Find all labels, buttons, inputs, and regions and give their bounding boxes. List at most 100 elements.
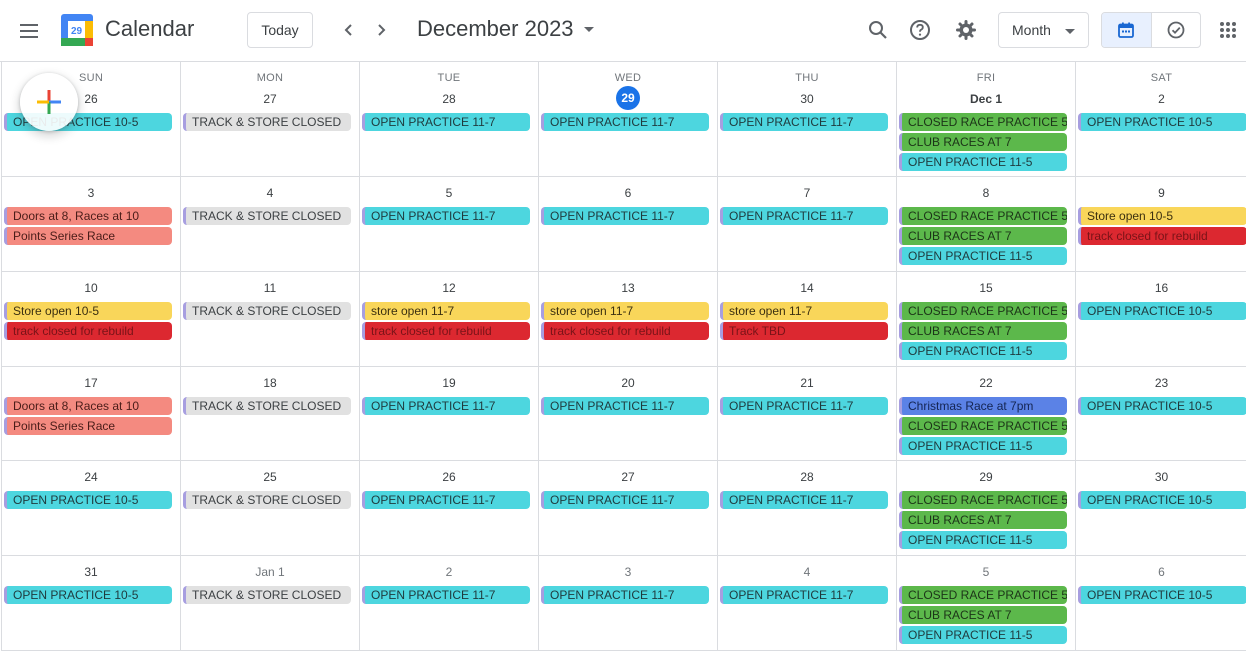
date-number[interactable]: 2 [1158, 92, 1165, 106]
date-number[interactable]: 26 [442, 470, 456, 484]
date-number[interactable]: 3 [624, 565, 632, 579]
day-cell[interactable]: 3 OPEN PRACTICE 11-7 [539, 556, 718, 651]
date-number[interactable]: 13 [621, 281, 635, 295]
day-cell[interactable]: Jan 1 TRACK & STORE CLOSED [181, 556, 360, 651]
google-apps-button[interactable] [1210, 12, 1246, 48]
event-chip[interactable]: TRACK & STORE CLOSED [183, 586, 351, 604]
event-chip[interactable]: store open 11-7 [362, 302, 530, 320]
event-chip[interactable]: TRACK & STORE CLOSED [183, 207, 351, 225]
day-cell[interactable]: WED 29 OPEN PRACTICE 11-7 [539, 62, 718, 177]
date-number[interactable]: 5 [982, 565, 990, 579]
day-cell[interactable]: 26 OPEN PRACTICE 11-7 [360, 461, 539, 556]
event-chip[interactable]: OPEN PRACTICE 11-7 [720, 586, 888, 604]
view-switcher-dropdown[interactable]: Month [998, 12, 1089, 48]
calendar-logo-icon[interactable]: 29 [61, 14, 93, 46]
day-cell[interactable]: 25 TRACK & STORE CLOSED [181, 461, 360, 556]
day-cell[interactable]: 5 CLOSED RACE PRACTICE 5-7 CLUB RACES AT 7… [897, 556, 1076, 651]
calendar-view-toggle[interactable] [1102, 13, 1151, 47]
event-chip[interactable]: CLOSED RACE PRACTICE 5-7 [899, 207, 1067, 225]
date-number[interactable]: 31 [84, 565, 98, 579]
day-cell[interactable]: 2 OPEN PRACTICE 11-7 [360, 556, 539, 651]
date-number[interactable]: 10 [84, 281, 98, 295]
date-number[interactable]: 27 [263, 92, 277, 106]
event-chip[interactable]: OPEN PRACTICE 11-7 [720, 113, 888, 131]
event-chip[interactable]: OPEN PRACTICE 11-7 [541, 586, 709, 604]
event-chip[interactable]: OPEN PRACTICE 11-7 [362, 397, 530, 415]
day-cell[interactable]: 13 store open 11-7 track closed for rebuil… [539, 272, 718, 367]
date-number[interactable]: Jan 1 [255, 565, 285, 579]
search-button[interactable] [858, 10, 898, 50]
event-chip[interactable]: store open 11-7 [541, 302, 709, 320]
event-chip[interactable]: store open 11-7 [720, 302, 888, 320]
date-number[interactable]: 5 [445, 186, 453, 200]
event-chip[interactable]: OPEN PRACTICE 11-7 [541, 397, 709, 415]
day-cell[interactable]: 6 OPEN PRACTICE 11-7 [539, 177, 718, 272]
event-chip[interactable]: OPEN PRACTICE 10-5 [4, 491, 172, 509]
date-number[interactable]: 21 [800, 376, 814, 390]
today-date-badge[interactable]: 29 [616, 86, 640, 110]
day-cell[interactable]: THU 30 OPEN PRACTICE 11-7 [718, 62, 897, 177]
day-cell[interactable]: 23 OPEN PRACTICE 10-5 [1076, 367, 1246, 461]
day-cell[interactable]: 22 Christmas Race at 7pm CLOSED RACE PRACT… [897, 367, 1076, 461]
event-chip[interactable]: CLUB RACES AT 7 [899, 227, 1067, 245]
day-cell[interactable]: 4 OPEN PRACTICE 11-7 [718, 556, 897, 651]
event-chip[interactable]: OPEN PRACTICE 11-5 [899, 342, 1067, 360]
day-cell[interactable]: 27 OPEN PRACTICE 11-7 [539, 461, 718, 556]
previous-month-button[interactable] [333, 14, 365, 46]
day-cell[interactable]: 4 TRACK & STORE CLOSED [181, 177, 360, 272]
event-chip[interactable]: Doors at 8, Races at 10 [4, 397, 172, 415]
day-cell[interactable]: 24 OPEN PRACTICE 10-5 [2, 461, 181, 556]
day-cell[interactable]: TUE 28 OPEN PRACTICE 11-7 [360, 62, 539, 177]
date-number[interactable]: 6 [1158, 565, 1165, 579]
event-chip[interactable]: OPEN PRACTICE 11-5 [899, 626, 1067, 644]
day-cell[interactable]: 17 Doors at 8, Races at 10 Points Series R… [2, 367, 181, 461]
event-chip[interactable]: OPEN PRACTICE 11-7 [720, 491, 888, 509]
event-chip[interactable]: CLOSED RACE PRACTICE 5-7 [899, 417, 1067, 435]
day-cell[interactable]: 28 OPEN PRACTICE 11-7 [718, 461, 897, 556]
event-chip[interactable]: OPEN PRACTICE 11-7 [541, 491, 709, 509]
day-cell[interactable]: 21 OPEN PRACTICE 11-7 [718, 367, 897, 461]
date-number[interactable]: 17 [84, 376, 98, 390]
event-chip[interactable]: OPEN PRACTICE 11-7 [362, 207, 530, 225]
event-chip[interactable]: CLOSED RACE PRACTICE 5-7 [899, 302, 1067, 320]
settings-button[interactable] [946, 10, 986, 50]
date-number[interactable]: 12 [442, 281, 456, 295]
event-chip[interactable]: track closed for rebuild [4, 322, 172, 340]
date-number[interactable]: 27 [621, 470, 635, 484]
day-cell[interactable]: 15 CLOSED RACE PRACTICE 5-7 CLUB RACES AT … [897, 272, 1076, 367]
date-number[interactable]: 30 [1154, 470, 1169, 484]
event-chip[interactable]: TRACK & STORE CLOSED [183, 397, 351, 415]
event-chip[interactable]: track closed for rebuild [362, 322, 530, 340]
event-chip[interactable]: track closed for rebuild [541, 322, 709, 340]
date-number[interactable]: 26 [84, 92, 98, 106]
day-cell[interactable]: 7 OPEN PRACTICE 11-7 [718, 177, 897, 272]
date-number[interactable]: 24 [84, 470, 98, 484]
date-number[interactable]: 18 [263, 376, 277, 390]
day-cell[interactable]: 14 store open 11-7 Track TBD [718, 272, 897, 367]
day-cell[interactable]: FRI Dec 1 CLOSED RACE PRACTICE 5-7 CLUB RAC… [897, 62, 1076, 177]
event-chip[interactable]: Doors at 8, Races at 10 [4, 207, 172, 225]
today-button[interactable]: Today [247, 12, 313, 48]
tasks-view-toggle[interactable] [1150, 13, 1200, 47]
date-number[interactable]: 20 [621, 376, 635, 390]
event-chip[interactable]: OPEN PRACTICE 10-5 [1078, 586, 1246, 604]
event-chip[interactable]: OPEN PRACTICE 10-5 [1078, 491, 1246, 509]
event-chip[interactable]: Christmas Race at 7pm [899, 397, 1067, 415]
next-month-button[interactable] [365, 14, 397, 46]
event-chip[interactable]: OPEN PRACTICE 11-5 [899, 153, 1067, 171]
date-number[interactable]: 15 [979, 281, 993, 295]
date-number[interactable]: 23 [1154, 376, 1169, 390]
event-chip[interactable]: CLOSED RACE PRACTICE 5-7 [899, 586, 1067, 604]
day-cell[interactable]: 20 OPEN PRACTICE 11-7 [539, 367, 718, 461]
event-chip[interactable]: CLUB RACES AT 7 [899, 133, 1067, 151]
date-number[interactable]: 19 [442, 376, 456, 390]
event-chip[interactable]: OPEN PRACTICE 11-7 [541, 207, 709, 225]
day-cell[interactable]: 3 Doors at 8, Races at 10 Points Series Ra… [2, 177, 181, 272]
month-title-dropdown[interactable]: December 2023 [417, 16, 594, 42]
day-cell[interactable]: 19 OPEN PRACTICE 11-7 [360, 367, 539, 461]
date-number[interactable]: 4 [803, 565, 811, 579]
date-number[interactable]: 9 [1158, 186, 1165, 200]
date-number[interactable]: 29 [979, 470, 993, 484]
day-cell[interactable]: 9 Store open 10-5 track closed for rebuild [1076, 177, 1246, 272]
day-cell[interactable]: 18 TRACK & STORE CLOSED [181, 367, 360, 461]
